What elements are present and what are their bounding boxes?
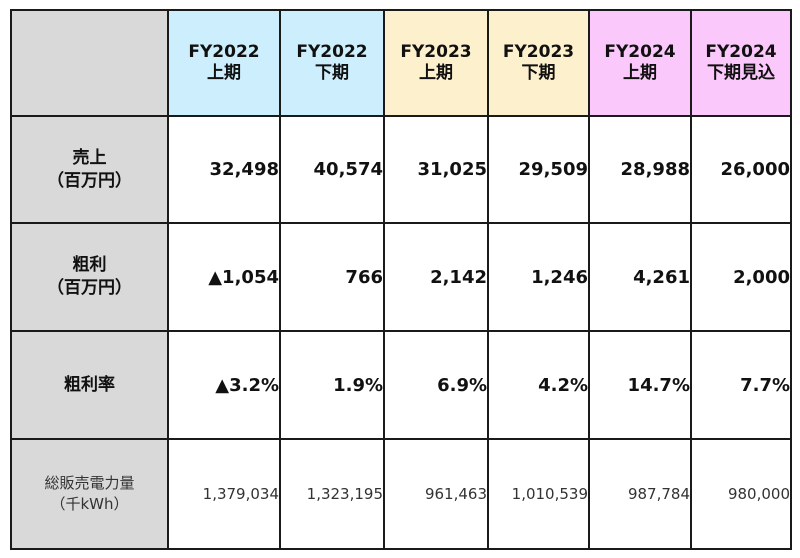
table-cell: 1,246 [487, 222, 590, 332]
table-cell: 961,463 [383, 438, 489, 550]
table-row-gross-profit: 粗利 （百万円） ▲1,054 766 2,142 1,246 4,261 2,… [10, 222, 792, 332]
table-cell: 1,323,195 [279, 438, 385, 550]
column-header-period: 下期 [521, 63, 556, 83]
column-header-period: 上期 [419, 63, 453, 83]
table-row-total-power-sales: 総販売電力量 （千kWh） 1,379,034 1,323,195 961,46… [10, 438, 792, 550]
table-cell: 7.7% [690, 330, 792, 440]
column-header-fy2024-h2-forecast: FY2024 下期見込 [690, 9, 792, 117]
table-cell: 766 [279, 222, 385, 332]
column-header-fy2022-h2: FY2022 下期 [279, 9, 385, 117]
column-header-period: 上期 [623, 63, 657, 83]
table-cell: 29,509 [487, 115, 590, 224]
row-label-title: 粗利 [72, 255, 107, 275]
row-label-sales: 売上 （百万円） [10, 115, 169, 224]
table-cell: 2,142 [383, 222, 489, 332]
column-header-period: 上期 [207, 63, 241, 83]
corner-header-cell [10, 9, 169, 117]
row-label-unit: （千kWh） [50, 495, 129, 513]
table-row-gross-margin: 粗利率 ▲3.2% 1.9% 6.9% 4.2% 14.7% 7.7% [10, 330, 792, 440]
table-header-row: FY2022 上期 FY2022 下期 FY2023 上期 FY2023 下期 … [10, 9, 792, 117]
table-cell: 1,379,034 [167, 438, 281, 550]
table-cell: 28,988 [588, 115, 692, 224]
row-label-gross-margin: 粗利率 [10, 330, 169, 440]
table-cell: 14.7% [588, 330, 692, 440]
column-header-fy2024-h1: FY2024 上期 [588, 9, 692, 117]
table-cell: 987,784 [588, 438, 692, 550]
table-row-sales: 売上 （百万円） 32,498 40,574 31,025 29,509 28,… [10, 115, 792, 224]
table-cell: 2,000 [690, 222, 792, 332]
column-header-year: FY2022 [188, 42, 260, 62]
row-label-gross-profit: 粗利 （百万円） [10, 222, 169, 332]
table-cell: 40,574 [279, 115, 385, 224]
table-cell: 4.2% [487, 330, 590, 440]
row-label-unit: （百万円） [47, 170, 132, 191]
row-label-title: 粗利率 [64, 374, 115, 395]
table-cell: 1,010,539 [487, 438, 590, 550]
column-header-period: 下期 [315, 63, 349, 83]
table-cell: 4,261 [588, 222, 692, 332]
row-label-total-power-sales: 総販売電力量 （千kWh） [10, 438, 169, 550]
column-header-fy2023-h2: FY2023 下期 [487, 9, 590, 117]
column-header-year: FY2022 [296, 42, 368, 62]
row-label-title: 総販売電力量 [44, 474, 135, 492]
table-cell: 32,498 [167, 115, 281, 224]
column-header-fy2023-h1: FY2023 上期 [383, 9, 489, 117]
column-header-period: 下期見込 [707, 63, 775, 83]
table-cell: 980,000 [690, 438, 792, 550]
financial-summary-table: FY2022 上期 FY2022 下期 FY2023 上期 FY2023 下期 … [10, 9, 792, 550]
column-header-fy2022-h1: FY2022 上期 [167, 9, 281, 117]
table-cell: ▲3.2% [167, 330, 281, 440]
column-header-year: FY2024 [705, 42, 777, 62]
table-cell: 1.9% [279, 330, 385, 440]
table-cell: ▲1,054 [167, 222, 281, 332]
column-header-year: FY2023 [400, 42, 472, 62]
row-label-unit: （百万円） [47, 278, 132, 298]
row-label-title: 売上 [72, 147, 107, 168]
table-cell: 31,025 [383, 115, 489, 224]
column-header-year: FY2023 [502, 42, 575, 62]
column-header-year: FY2024 [604, 42, 676, 62]
table-cell: 26,000 [690, 115, 792, 224]
table-cell: 6.9% [383, 330, 489, 440]
